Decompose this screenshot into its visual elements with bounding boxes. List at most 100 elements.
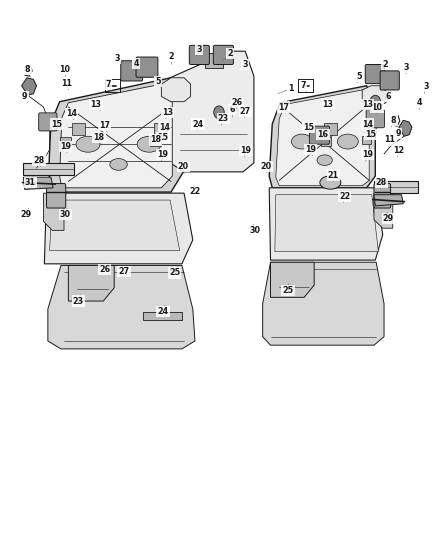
Text: 20: 20 — [178, 162, 189, 171]
Text: 17: 17 — [278, 102, 289, 111]
FancyBboxPatch shape — [213, 45, 233, 64]
FancyBboxPatch shape — [136, 57, 158, 77]
Text: 20: 20 — [261, 162, 272, 171]
Polygon shape — [276, 90, 369, 185]
Text: 8: 8 — [25, 66, 31, 74]
Text: 2: 2 — [382, 60, 388, 69]
Text: 19: 19 — [362, 150, 373, 159]
Polygon shape — [263, 262, 384, 345]
Polygon shape — [362, 86, 386, 107]
Polygon shape — [374, 195, 403, 206]
Polygon shape — [271, 262, 314, 297]
FancyBboxPatch shape — [362, 136, 371, 144]
Text: 16: 16 — [318, 130, 328, 139]
Polygon shape — [399, 120, 412, 136]
Text: 24: 24 — [192, 119, 204, 128]
Text: 4: 4 — [133, 59, 139, 68]
FancyBboxPatch shape — [205, 53, 223, 68]
Ellipse shape — [137, 136, 161, 152]
Text: 9: 9 — [395, 129, 401, 138]
Text: 3: 3 — [197, 45, 202, 54]
Polygon shape — [60, 84, 172, 188]
Text: 7: 7 — [106, 80, 111, 89]
FancyBboxPatch shape — [364, 122, 376, 133]
Text: 19: 19 — [60, 142, 71, 151]
Text: 19: 19 — [240, 146, 251, 155]
FancyBboxPatch shape — [189, 45, 209, 64]
Text: 30: 30 — [60, 210, 71, 219]
Text: 29: 29 — [383, 214, 394, 223]
Text: 11: 11 — [62, 78, 73, 87]
FancyBboxPatch shape — [321, 137, 332, 147]
FancyBboxPatch shape — [365, 64, 385, 84]
Polygon shape — [43, 193, 64, 230]
Text: 30: 30 — [249, 226, 260, 235]
Polygon shape — [161, 78, 191, 102]
Text: 17: 17 — [99, 121, 110, 130]
Text: 9: 9 — [22, 92, 28, 101]
Text: 19: 19 — [158, 150, 169, 159]
Text: 13: 13 — [90, 100, 101, 109]
FancyBboxPatch shape — [380, 71, 399, 90]
Text: 23: 23 — [73, 296, 84, 305]
FancyBboxPatch shape — [46, 183, 66, 208]
Text: 15: 15 — [365, 130, 376, 139]
Polygon shape — [275, 195, 378, 252]
FancyBboxPatch shape — [366, 110, 385, 128]
Polygon shape — [23, 177, 53, 189]
Text: 11: 11 — [385, 135, 396, 144]
Text: 25: 25 — [283, 286, 293, 295]
Polygon shape — [269, 86, 375, 188]
Polygon shape — [48, 265, 195, 349]
FancyBboxPatch shape — [324, 124, 337, 135]
Text: 3: 3 — [404, 63, 410, 71]
Text: 28: 28 — [376, 178, 387, 187]
Text: 4: 4 — [417, 98, 423, 107]
Text: 19: 19 — [305, 145, 316, 154]
Text: 7: 7 — [300, 81, 306, 90]
FancyBboxPatch shape — [153, 124, 166, 135]
Text: 6: 6 — [385, 92, 391, 101]
Ellipse shape — [317, 155, 332, 165]
Text: 18: 18 — [150, 135, 161, 144]
Text: 15: 15 — [158, 133, 169, 142]
Text: 31: 31 — [25, 178, 36, 187]
Text: 29: 29 — [21, 210, 32, 219]
Ellipse shape — [110, 159, 127, 170]
Text: 13: 13 — [162, 108, 173, 117]
Circle shape — [370, 95, 381, 108]
Text: 3: 3 — [243, 60, 248, 69]
Polygon shape — [21, 78, 36, 95]
Text: 1: 1 — [288, 84, 294, 93]
Text: 3: 3 — [424, 82, 429, 91]
Polygon shape — [23, 163, 74, 175]
FancyBboxPatch shape — [39, 113, 57, 131]
Text: 26: 26 — [99, 265, 110, 273]
FancyBboxPatch shape — [150, 137, 161, 147]
Text: 14: 14 — [66, 109, 77, 118]
FancyBboxPatch shape — [309, 126, 329, 144]
Text: 14: 14 — [159, 123, 170, 132]
Text: 3: 3 — [114, 54, 120, 62]
Text: 24: 24 — [158, 307, 169, 316]
Text: 6: 6 — [230, 105, 235, 114]
Polygon shape — [49, 200, 180, 251]
Ellipse shape — [291, 134, 312, 149]
FancyBboxPatch shape — [374, 183, 391, 208]
FancyBboxPatch shape — [72, 124, 85, 135]
Polygon shape — [44, 193, 193, 264]
Text: 28: 28 — [33, 156, 45, 165]
Ellipse shape — [337, 134, 358, 149]
Text: 26: 26 — [232, 98, 243, 107]
Text: 8: 8 — [391, 116, 396, 125]
Polygon shape — [49, 78, 184, 192]
Ellipse shape — [320, 176, 341, 189]
FancyBboxPatch shape — [60, 137, 71, 147]
Polygon shape — [374, 193, 393, 228]
Text: 15: 15 — [51, 119, 62, 128]
Polygon shape — [374, 181, 418, 193]
Ellipse shape — [76, 136, 100, 152]
Text: 23: 23 — [218, 114, 229, 123]
Text: 12: 12 — [393, 146, 404, 155]
Text: 18: 18 — [93, 133, 105, 142]
